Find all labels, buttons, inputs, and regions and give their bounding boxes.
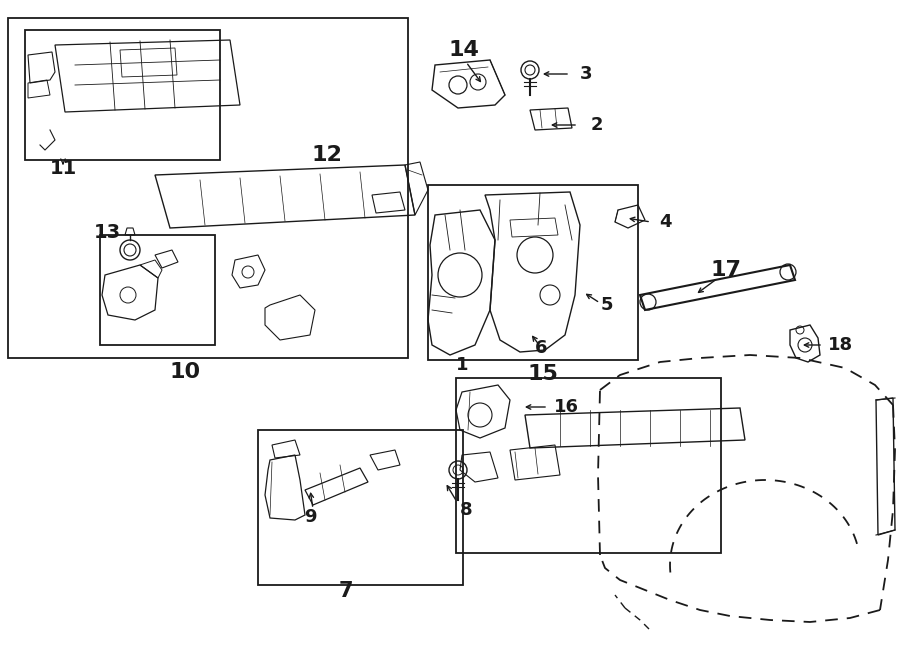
Text: 5: 5 xyxy=(601,296,613,314)
Text: 3: 3 xyxy=(580,65,592,83)
Bar xyxy=(8,18,408,358)
Text: 9: 9 xyxy=(304,508,316,526)
Text: 2: 2 xyxy=(590,116,603,134)
Text: 17: 17 xyxy=(710,260,742,280)
Text: 15: 15 xyxy=(527,364,558,384)
Text: 6: 6 xyxy=(535,339,547,357)
Text: 8: 8 xyxy=(460,501,473,519)
Text: 10: 10 xyxy=(169,362,201,382)
Text: 11: 11 xyxy=(50,159,76,178)
Bar xyxy=(428,185,638,360)
Text: 4: 4 xyxy=(659,213,671,231)
Text: 13: 13 xyxy=(94,223,121,243)
Bar xyxy=(25,30,220,160)
Text: 1: 1 xyxy=(455,356,468,374)
Text: 7: 7 xyxy=(338,581,353,601)
Bar xyxy=(456,378,721,553)
Text: 12: 12 xyxy=(311,145,342,165)
Text: 16: 16 xyxy=(554,398,579,416)
Bar xyxy=(100,235,215,345)
Text: 14: 14 xyxy=(448,40,480,60)
Text: 18: 18 xyxy=(827,336,852,354)
Bar xyxy=(258,430,463,585)
